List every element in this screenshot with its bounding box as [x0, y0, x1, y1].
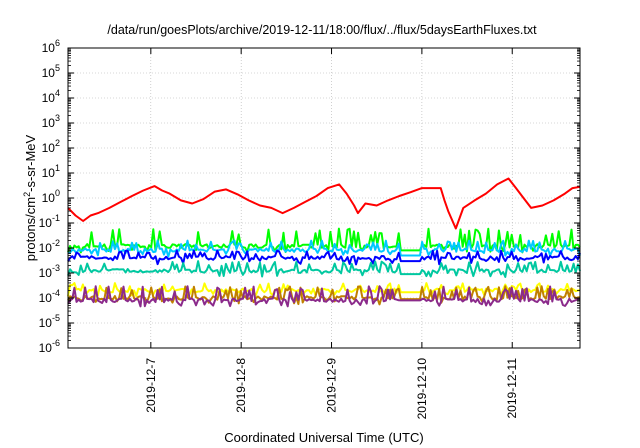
y-tick-label: 105 [42, 63, 60, 80]
y-tick-label: 100 [42, 188, 60, 205]
x-axis-label: Coordinated Universal Time (UTC) [224, 430, 423, 445]
y-axis-label: protons/cm2-s-sr-MeV [22, 134, 38, 261]
y-axis-label-suffix: -s-sr-MeV [23, 134, 38, 191]
x-tick-label: 2019-12-10 [415, 358, 429, 420]
y-tick-label: 103 [42, 113, 60, 130]
y-tick-label: 10-2 [39, 238, 60, 255]
y-tick-label: 10-1 [39, 213, 60, 230]
series-line-5 [67, 260, 581, 278]
series-layer [67, 177, 581, 308]
y-axis-label-sup: 2 [22, 192, 32, 197]
series-line-4 [67, 249, 581, 266]
x-tick-label: 2019-12-9 [325, 358, 339, 413]
y-tick-label: 10-3 [39, 263, 60, 280]
y-axis-label-prefix: protons/cm [23, 197, 38, 261]
series-line-8 [67, 285, 581, 308]
x-tick-label: 2019-12-11 [505, 358, 519, 419]
chart-title: /data/run/goesPlots/archive/2019-12-11/1… [107, 23, 537, 37]
y-tick-label: 10-5 [39, 313, 60, 330]
axes: 10-6 10-5 10-4 10-3 10-2 10-1 100 101 102 103 104 1… [39, 38, 580, 419]
series-line-3 [67, 239, 581, 258]
x-tick-label: 2019-12-7 [144, 358, 158, 413]
x-tick-label: 2019-12-8 [234, 358, 248, 413]
y-tick-label: 104 [42, 88, 60, 105]
y-tick-label: 10-4 [39, 288, 60, 305]
y-tick-label: 102 [42, 138, 60, 155]
y-tick-label: 106 [42, 38, 60, 55]
y-tick-label: 101 [42, 163, 60, 180]
series-line-1 [67, 177, 581, 230]
y-tick-label: 10-6 [39, 338, 60, 355]
